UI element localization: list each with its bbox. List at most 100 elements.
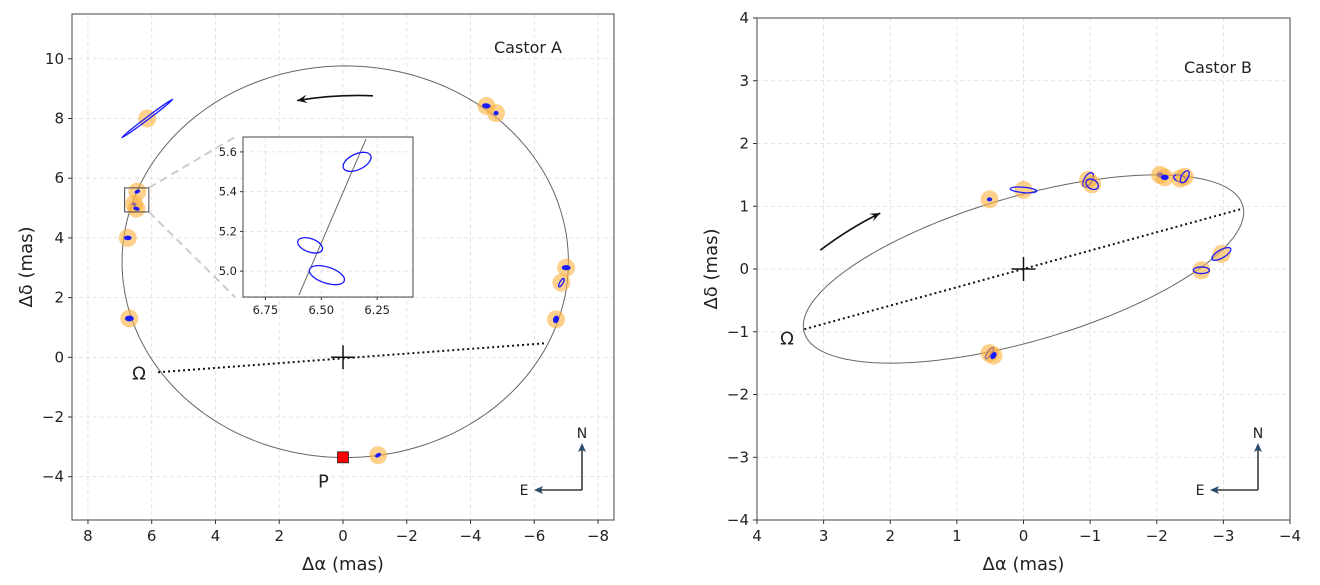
motion-arrowhead-icon [297, 94, 308, 104]
motion-arrow [296, 94, 374, 102]
y-tick-label: 2 [739, 135, 749, 153]
periastron-label: P [318, 471, 329, 492]
error-ellipse [1009, 186, 1038, 194]
ascending-node-label: Ω [132, 364, 146, 385]
motion-arrow [819, 212, 881, 251]
x-tick-label: 2 [274, 527, 284, 545]
y-tick-label: 6 [54, 169, 64, 187]
x-tick-label: −2 [396, 527, 418, 545]
east-arrowhead-icon [1210, 486, 1219, 494]
chart-title: Castor A [494, 38, 562, 57]
y-tick-label: −1 [727, 323, 749, 341]
x-tick-label: 0 [338, 527, 348, 545]
error-ellipse [342, 151, 372, 173]
error-ellipse [990, 351, 997, 360]
error-ellipse [123, 235, 132, 241]
chart-title: Castor B [1184, 58, 1252, 77]
y-tick-label: 2 [54, 289, 64, 307]
y-tick-label: −4 [727, 511, 749, 529]
plot-area [802, 165, 1245, 365]
error-ellipse [375, 452, 382, 458]
error-ellipse [297, 236, 324, 254]
x-tick-label: −4 [459, 527, 481, 545]
y-tick-label: 4 [54, 229, 64, 247]
error-ellipse [986, 197, 993, 202]
motion-arrowhead-icon [869, 213, 881, 222]
y-tick-label: −2 [727, 386, 749, 404]
data-point-halo [1192, 261, 1211, 280]
plot-frame [756, 17, 1291, 521]
y-tick-label: −2 [42, 408, 64, 426]
y-tick-label: 4 [739, 9, 749, 27]
y-tick-label: 10 [45, 50, 64, 68]
compass-east-label: E [1196, 483, 1205, 499]
x-tick-label: −3 [1212, 527, 1234, 545]
error-ellipse [124, 315, 134, 322]
error-ellipse [552, 315, 559, 324]
zoom-region-box [124, 187, 150, 213]
plot-frame [71, 13, 615, 521]
x-tick-label: −4 [1279, 527, 1301, 545]
x-axis-label: Δα (mas) [302, 554, 384, 575]
y-tick-label: 1 [739, 197, 749, 215]
error-ellipse [1211, 246, 1232, 261]
inset-frame [242, 136, 414, 298]
y-axis-label: Δδ (mas) [701, 228, 722, 309]
inset-axes: 6.75 6.50 6.25 5.0 5.2 5.4 5.6 [219, 136, 414, 317]
y-tick-label: −4 [42, 468, 64, 486]
plot-area [118, 65, 576, 465]
x-tick-label: 3 [819, 527, 829, 545]
zoom-connector-line [148, 211, 236, 298]
compass-north-label: N [1253, 426, 1263, 442]
zoom-connector-line [148, 136, 236, 189]
error-ellipse [561, 265, 571, 271]
ascending-node-label: Ω [780, 328, 794, 349]
x-tick-label: −2 [1146, 527, 1168, 545]
error-ellipse [1085, 178, 1099, 191]
y-axis-label: Δδ (mas) [16, 226, 37, 307]
inset-background [243, 137, 413, 297]
x-tick-label: 0 [1019, 527, 1029, 545]
east-arrowhead-icon [534, 486, 543, 494]
inset-plot-area [297, 138, 372, 296]
error-ellipse [493, 110, 499, 116]
inset-x-tick-label: 6.75 [253, 303, 279, 317]
line-of-nodes [804, 207, 1243, 331]
x-tick-label: −8 [587, 527, 609, 545]
error-ellipse [308, 264, 346, 286]
x-tick-label: −6 [523, 527, 545, 545]
y-tick-label: 8 [54, 109, 64, 127]
error-ellipse [557, 277, 565, 288]
x-tick-label: 6 [147, 527, 157, 545]
y-tick-label: 3 [739, 72, 749, 90]
error-ellipse [121, 98, 174, 139]
compass-east-label: E [520, 483, 529, 499]
x-tick-label: 4 [211, 527, 221, 545]
error-ellipse [134, 189, 141, 194]
x-tick-label: 4 [752, 527, 762, 545]
y-tick-label: −3 [727, 448, 749, 466]
x-axis-label: Δα (mas) [983, 554, 1065, 575]
castor-a-chart: 8 6 4 2 0 −2 −4 −6 −8 10 8 6 4 2 0 −2 −4 Δα (mas) Δδ (mas)… [16, 13, 615, 575]
orbit-ellipse [802, 174, 1245, 364]
data-point-halo [1014, 180, 1033, 199]
inset-y-tick-label: 5.0 [219, 264, 237, 278]
inset-x-tick-label: 6.50 [308, 303, 334, 317]
inset-y-tick-label: 5.6 [219, 145, 237, 159]
x-tick-label: 2 [885, 527, 895, 545]
y-tick-label: 0 [54, 348, 64, 366]
data-point-halo [1175, 167, 1194, 186]
compass-north-label: N [577, 426, 587, 442]
x-tick-label: 8 [83, 527, 93, 545]
north-arrowhead-icon [578, 443, 586, 452]
north-arrowhead-icon [1254, 443, 1262, 452]
error-ellipse [133, 206, 140, 211]
error-ellipse [1192, 266, 1211, 275]
x-tick-label: 1 [952, 527, 962, 545]
x-tick-label: −1 [1079, 527, 1101, 545]
error-ellipse [1179, 170, 1190, 184]
inset-y-tick-label: 5.4 [219, 185, 237, 199]
inset-x-tick-label: 6.25 [364, 303, 390, 317]
